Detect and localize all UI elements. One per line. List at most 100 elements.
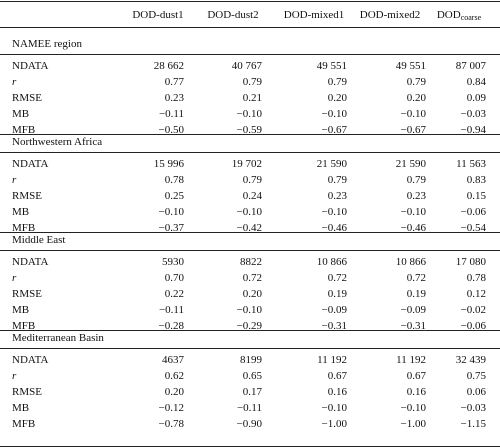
table-cell: 0.06 xyxy=(466,386,486,398)
table-cell: −1.00 xyxy=(321,418,347,430)
metric-label: MB xyxy=(12,304,30,316)
table-cell: 11 563 xyxy=(456,158,486,170)
table-cell: 0.22 xyxy=(164,288,184,300)
table-cell: −0.03 xyxy=(460,108,486,120)
table-cell: 15 996 xyxy=(153,158,184,170)
table-cell: 21 590 xyxy=(395,158,426,170)
section-title: NAMEE region xyxy=(12,38,82,50)
table-cell: 0.19 xyxy=(327,288,347,300)
column-header-label: DOD xyxy=(436,9,461,21)
table-cell: −0.42 xyxy=(236,222,262,234)
metric-label: MFB xyxy=(12,418,36,430)
table-cell: 0.20 xyxy=(406,92,426,104)
table-cell: −0.54 xyxy=(460,222,486,234)
table-cell: −0.46 xyxy=(400,222,426,234)
section-rule xyxy=(0,250,500,251)
table-cell: 11 192 xyxy=(317,354,347,366)
section-rule xyxy=(0,152,500,153)
table-cell: −0.10 xyxy=(158,206,184,218)
table-cell: −0.31 xyxy=(321,320,347,332)
table-cell: 0.20 xyxy=(164,386,184,398)
table-cell: −0.28 xyxy=(158,320,184,332)
table-cell: −0.11 xyxy=(158,304,184,316)
metric-label: r xyxy=(12,76,17,88)
metric-label: MB xyxy=(12,108,30,120)
metric-label: MB xyxy=(12,402,30,414)
table-cell: 0.62 xyxy=(164,370,184,382)
table-cell: 0.78 xyxy=(466,272,486,284)
table-cell: −0.10 xyxy=(321,108,347,120)
table-cell: 0.72 xyxy=(327,272,347,284)
table-cell: −0.11 xyxy=(158,108,184,120)
metric-label: NDATA xyxy=(12,158,49,170)
table-cell: 8199 xyxy=(240,354,262,366)
table-cell: 32 439 xyxy=(455,354,486,366)
table-cell: −0.10 xyxy=(321,206,347,218)
table-cell: −0.90 xyxy=(236,418,262,430)
section-rule xyxy=(0,54,500,55)
section-separator xyxy=(0,330,500,331)
table-cell: 87 007 xyxy=(455,60,486,72)
table-cell: 5930 xyxy=(162,256,184,268)
section-title: Mediterranean Basin xyxy=(12,332,104,344)
table-cell: 0.12 xyxy=(466,288,486,300)
table-cell: 28 662 xyxy=(153,60,184,72)
table-cell: 0.67 xyxy=(327,370,347,382)
table-cell: 0.67 xyxy=(406,370,426,382)
table-cell: −0.10 xyxy=(236,108,262,120)
column-header: DOD-mixed1 xyxy=(274,9,354,21)
table-cell: 0.23 xyxy=(327,190,347,202)
metric-label: RMSE xyxy=(12,190,42,202)
metric-label: RMSE xyxy=(12,288,42,300)
table-cell: −1.15 xyxy=(460,418,486,430)
table-cell: 17 080 xyxy=(455,256,486,268)
table-cell: 0.21 xyxy=(242,92,262,104)
table-cell: 0.79 xyxy=(242,76,262,88)
table-cell: −0.10 xyxy=(236,206,262,218)
table-cell: −0.02 xyxy=(460,304,486,316)
column-header: DOD-dust1 xyxy=(118,9,198,21)
table-cell: 0.16 xyxy=(406,386,426,398)
table-cell: 19 702 xyxy=(231,158,262,170)
table-cell: 0.65 xyxy=(242,370,262,382)
top-rule xyxy=(0,1,500,3)
metric-label: RMSE xyxy=(12,92,42,104)
metric-label: MFB xyxy=(12,124,36,136)
metric-label: r xyxy=(12,272,17,284)
table-cell: −0.31 xyxy=(400,320,426,332)
table-cell: −0.59 xyxy=(236,124,262,136)
table-cell: 0.25 xyxy=(164,190,184,202)
column-header-label: DOD-dust2 xyxy=(207,9,259,21)
table-cell: 0.75 xyxy=(466,370,486,382)
table-cell: −0.09 xyxy=(400,304,426,316)
table-cell: 0.84 xyxy=(466,76,486,88)
table-cell: 10 866 xyxy=(395,256,426,268)
table-cell: −0.94 xyxy=(460,124,486,136)
table-cell: −0.50 xyxy=(158,124,184,136)
table-cell: 10 866 xyxy=(316,256,347,268)
column-header-label: DOD-mixed2 xyxy=(359,9,421,21)
section-title: Northwestern Africa xyxy=(12,136,103,148)
table-cell: −0.37 xyxy=(158,222,184,234)
column-header: DOD-mixed2 xyxy=(350,9,430,21)
table-cell: −0.67 xyxy=(400,124,426,136)
column-header-label: DOD-mixed1 xyxy=(283,9,345,21)
table-cell: 40 767 xyxy=(231,60,262,72)
table-cell: 0.72 xyxy=(242,272,262,284)
table-cell: −0.12 xyxy=(158,402,184,414)
table-cell: 21 590 xyxy=(316,158,347,170)
table-cell: 0.79 xyxy=(327,174,347,186)
metric-label: MB xyxy=(12,206,30,218)
table-cell: 49 551 xyxy=(316,60,347,72)
table-cell: 0.24 xyxy=(242,190,262,202)
table-cell: 0.79 xyxy=(406,174,426,186)
table-cell: 0.79 xyxy=(406,76,426,88)
metric-label: MFB xyxy=(12,320,36,332)
section-rule xyxy=(0,348,500,349)
metric-label: RMSE xyxy=(12,386,42,398)
table-cell: −0.29 xyxy=(236,320,262,332)
column-header-label: DOD-dust1 xyxy=(132,9,184,21)
table-cell: −0.10 xyxy=(321,402,347,414)
table-cell: −0.10 xyxy=(236,304,262,316)
